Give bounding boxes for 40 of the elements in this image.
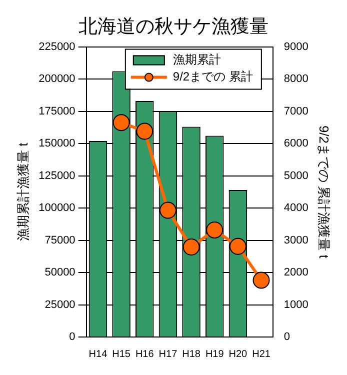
x-tick-label: H15 xyxy=(112,348,131,360)
chart-title: 北海道の秋サケ漁獲量 xyxy=(78,16,268,38)
point xyxy=(112,114,130,132)
y-tick-label: 25000 xyxy=(44,298,76,311)
y-axis-title: 漁期累計漁獲量 t xyxy=(15,142,30,242)
y-tick-label: 125000 xyxy=(38,170,76,182)
point xyxy=(159,202,176,219)
y2-axis-title: 9/2までの 累計漁獲量 t xyxy=(316,125,332,259)
y-tick-label: 200000 xyxy=(38,73,76,86)
y-tick-label: 150000 xyxy=(38,138,76,150)
y2-tick-label: 3000 xyxy=(284,234,308,246)
x-tick-label: H14 xyxy=(88,348,108,360)
y-tick-label: 225000 xyxy=(38,40,76,53)
y2-tick-label: 5000 xyxy=(284,170,308,182)
y2-tick-label: 2000 xyxy=(284,266,308,279)
legend-label: 漁期累計 xyxy=(172,52,221,67)
x-tick-label: H18 xyxy=(182,348,201,360)
y2-tick-label: 0 xyxy=(284,331,290,344)
y2-tick-label: 8000 xyxy=(284,73,308,86)
point xyxy=(229,238,246,255)
point xyxy=(206,221,224,238)
y2-tick-label: 7000 xyxy=(284,105,308,118)
point xyxy=(136,122,154,140)
x-tick-label: H21 xyxy=(252,348,271,360)
point xyxy=(252,272,270,289)
y2-tick-label: 4000 xyxy=(284,202,308,214)
y-tick-label: 100000 xyxy=(38,202,76,214)
y2-tick-label: 6000 xyxy=(284,138,308,150)
y2-tick-label: 9000 xyxy=(284,40,308,53)
x-tick-label: H17 xyxy=(158,348,178,360)
x-tick-label: H19 xyxy=(205,348,224,360)
point xyxy=(182,238,200,256)
x-tick-label: H16 xyxy=(135,348,154,360)
y-tick-label: 50000 xyxy=(44,266,76,279)
y-tick-label: 0 xyxy=(69,331,76,344)
legend-label: 9/2までの 累計 xyxy=(172,70,253,84)
x-tick-label: H20 xyxy=(228,348,248,360)
y2-tick-label: 1000 xyxy=(284,298,308,311)
y-tick-label: 175000 xyxy=(38,105,76,118)
y-tick-label: 75000 xyxy=(44,234,76,246)
